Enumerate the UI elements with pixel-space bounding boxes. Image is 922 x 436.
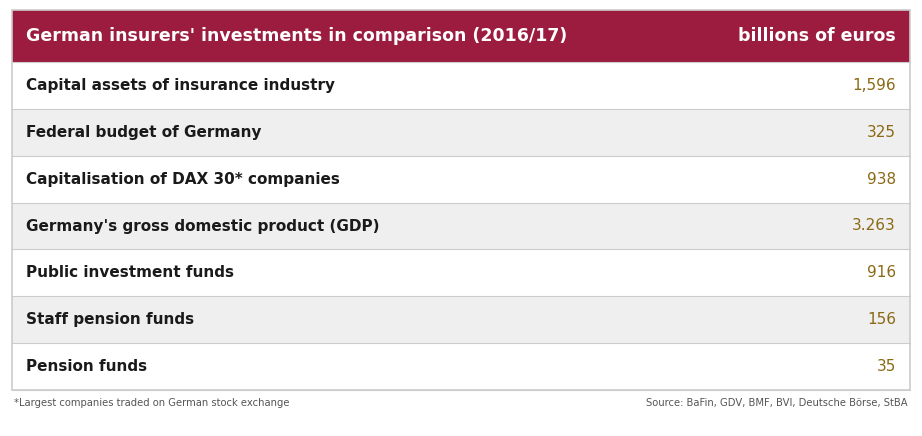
Text: 938: 938 [867, 172, 896, 187]
Text: Capital assets of insurance industry: Capital assets of insurance industry [26, 78, 335, 93]
Bar [12, 203, 910, 249]
Bar [12, 249, 910, 296]
Text: 1,596: 1,596 [852, 78, 896, 93]
Text: 916: 916 [867, 266, 896, 280]
Bar [12, 296, 910, 343]
Bar [12, 343, 910, 390]
Text: *Largest companies traded on German stock exchange: *Largest companies traded on German stoc… [14, 398, 290, 408]
Bar [12, 10, 910, 62]
Text: billions of euros: billions of euros [739, 27, 896, 45]
Text: Staff pension funds: Staff pension funds [26, 312, 195, 327]
Text: 325: 325 [867, 125, 896, 140]
Text: Source: BaFin, GDV, BMF, BVI, Deutsche Börse, StBA: Source: BaFin, GDV, BMF, BVI, Deutsche B… [646, 398, 908, 408]
Text: 156: 156 [867, 312, 896, 327]
Text: Germany's gross domestic product (GDP): Germany's gross domestic product (GDP) [26, 218, 380, 234]
Bar [12, 156, 910, 203]
Text: Federal budget of Germany: Federal budget of Germany [26, 125, 262, 140]
Bar [12, 62, 910, 109]
Text: German insurers' investments in comparison (2016/17): German insurers' investments in comparis… [26, 27, 567, 45]
Text: Pension funds: Pension funds [26, 359, 148, 374]
Text: Capitalisation of DAX 30* companies: Capitalisation of DAX 30* companies [26, 172, 340, 187]
Text: 35: 35 [877, 359, 896, 374]
Text: 3.263: 3.263 [852, 218, 896, 234]
Bar [12, 109, 910, 156]
Bar [12, 10, 910, 390]
Text: Public investment funds: Public investment funds [26, 266, 234, 280]
